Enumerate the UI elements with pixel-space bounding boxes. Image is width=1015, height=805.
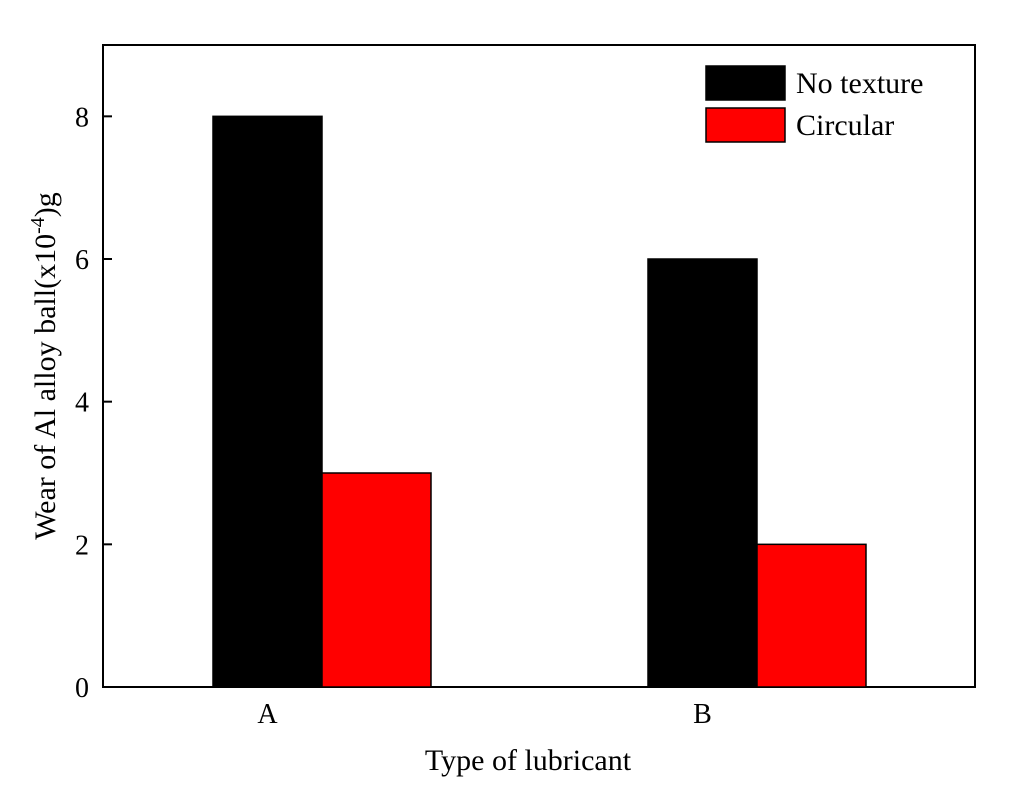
y-tick-label: 8: [75, 102, 89, 133]
x-tick-label: B: [693, 699, 712, 730]
bar-circular-b: [756, 543, 867, 688]
y-tick-label: 6: [75, 245, 89, 276]
bar-no-texture-b: [647, 258, 758, 688]
y-axis-label-main: Wear of Al alloy ball(x10: [29, 234, 62, 540]
y-axis-label-suffix: )g: [29, 192, 62, 217]
plot-area-frame: [102, 44, 976, 688]
y-tick-label: 4: [75, 388, 89, 419]
bars-layer: [212, 115, 867, 688]
y-axis-label: Wear of Al alloy ball(x10-4)g: [27, 192, 62, 540]
legend-swatch-circular: [705, 107, 786, 143]
y-axis-label-exponent: -4: [27, 217, 49, 234]
legend-label-circular: Circular: [796, 109, 894, 142]
x-axis-label: Type of lubricant: [425, 744, 632, 777]
y-tick-label: 0: [75, 673, 89, 704]
x-tick-label: A: [257, 699, 278, 730]
bar-circular-a: [321, 472, 432, 688]
legend-swatch-no-texture: [705, 65, 786, 101]
y-tick-label: 2: [75, 530, 89, 561]
bar-no-texture-a: [212, 115, 323, 688]
legend-label-no-texture: No texture: [796, 67, 923, 100]
y-axis-ticks: 0 2 4 6 8: [75, 102, 112, 704]
legend: No texture Circular: [705, 65, 923, 143]
